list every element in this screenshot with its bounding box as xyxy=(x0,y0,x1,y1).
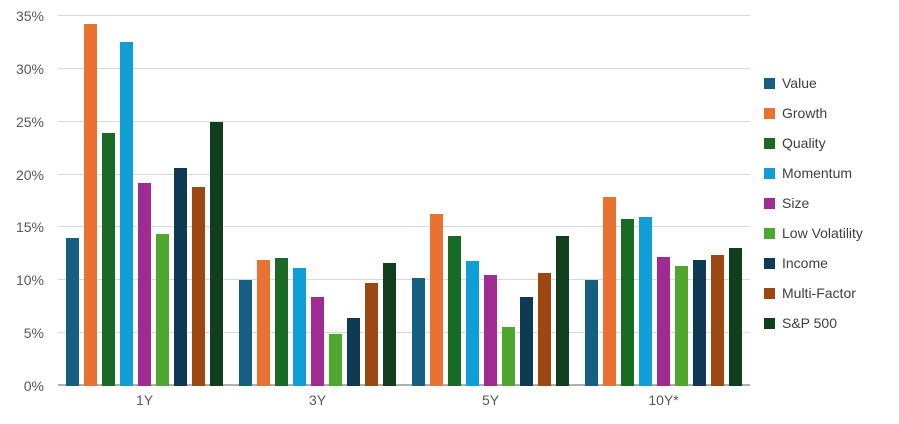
legend-swatch-value xyxy=(764,77,775,89)
bar-multi-factor-5y xyxy=(538,272,551,386)
bar-s-p-500-10y xyxy=(729,247,742,386)
y-tick-label-20: 20% xyxy=(15,166,44,183)
legend: Value Growth Quality Momentum Size Low Volati… xyxy=(764,75,863,345)
bar-momentum-5y xyxy=(466,261,479,386)
legend-swatch-quality xyxy=(764,137,775,149)
bar-group-5y xyxy=(404,16,577,386)
bar-value-10y xyxy=(585,280,598,386)
bar-size-3y xyxy=(311,297,324,386)
bar-low-volatility-3y xyxy=(329,334,342,386)
gridline-25 xyxy=(58,120,750,122)
legend-label-value: Value xyxy=(782,75,817,91)
bar-income-5y xyxy=(520,297,533,386)
x-tick-label-3y: 3Y xyxy=(308,392,327,408)
bar-income-3y xyxy=(347,318,360,386)
bar-s-p-500-5y xyxy=(556,235,569,386)
y-tick-label-5: 5% xyxy=(23,325,44,342)
gridline-35 xyxy=(58,15,750,16)
bar-growth-10y xyxy=(603,196,616,386)
bar-low-volatility-5y xyxy=(502,326,515,386)
legend-swatch-growth xyxy=(764,107,775,119)
gridline-20 xyxy=(58,173,750,175)
bar-value-5y xyxy=(412,278,425,386)
bar-size-5y xyxy=(484,275,497,386)
y-tick-label-25: 25% xyxy=(15,113,44,130)
bar-momentum-10y xyxy=(639,216,652,386)
gridline-10 xyxy=(58,279,750,281)
legend-item-s-p-500: S&P 500 xyxy=(764,315,863,331)
legend-label-quality: Quality xyxy=(782,135,826,151)
bar-income-10y xyxy=(693,260,706,386)
y-axis: 0% 5% 10% 15% 20% 25% 30% 35% xyxy=(0,8,48,394)
bar-quality-10y xyxy=(621,218,634,386)
bar-value-3y xyxy=(239,280,252,386)
bar-income-1y xyxy=(174,168,187,386)
y-tick-label-15: 15% xyxy=(15,219,44,236)
legend-item-value: Value xyxy=(764,75,863,91)
x-tick-label-5y: 5Y xyxy=(481,392,500,408)
legend-item-multi-factor: Multi-Factor xyxy=(764,285,863,301)
legend-swatch-multi-factor xyxy=(764,287,775,299)
bar-quality-5y xyxy=(448,235,461,386)
gridline-5 xyxy=(58,332,750,334)
y-tick-label-10: 10% xyxy=(15,272,44,289)
legend-swatch-low-volatility xyxy=(764,227,775,239)
bar-group-3y xyxy=(231,16,404,386)
legend-swatch-income xyxy=(764,257,775,269)
bar-value-1y xyxy=(66,238,79,386)
legend-label-multi-factor: Multi-Factor xyxy=(782,285,856,301)
legend-label-size: Size xyxy=(782,195,810,211)
x-axis-line xyxy=(58,384,750,386)
legend-label-s-p-500: S&P 500 xyxy=(782,315,838,331)
bar-multi-factor-3y xyxy=(365,283,378,386)
bar-growth-1y xyxy=(84,24,97,386)
legend-item-momentum: Momentum xyxy=(764,165,863,181)
legend-label-momentum: Momentum xyxy=(782,165,853,181)
legend-swatch-momentum xyxy=(764,167,775,179)
bar-growth-5y xyxy=(430,213,443,386)
x-tick-label-1y: 1Y xyxy=(135,392,154,408)
bar-size-1y xyxy=(138,183,151,386)
y-tick-label-0: 0% xyxy=(23,378,44,394)
bar-multi-factor-1y xyxy=(192,187,205,386)
bar-group-1y xyxy=(58,16,231,386)
bar-quality-3y xyxy=(275,258,288,386)
bar-quality-1y xyxy=(102,133,115,386)
gridline-15 xyxy=(58,226,750,228)
legend-item-quality: Quality xyxy=(764,135,863,151)
legend-swatch-size xyxy=(764,197,775,209)
y-tick-label-35: 35% xyxy=(15,8,44,24)
legend-label-growth: Growth xyxy=(782,105,828,121)
legend-swatch-s-p-500 xyxy=(764,317,775,329)
bar-low-volatility-1y xyxy=(156,233,169,386)
bar-group-10y xyxy=(577,16,750,386)
bar-s-p-500-1y xyxy=(210,121,223,386)
x-axis: 1Y 3Y 5Y 10Y* xyxy=(58,392,750,414)
bar-low-volatility-10y xyxy=(675,265,688,386)
bar-s-p-500-3y xyxy=(383,263,396,386)
legend-label-income: Income xyxy=(782,255,828,271)
x-tick-label-10y: 10Y* xyxy=(648,392,679,408)
legend-item-size: Size xyxy=(764,195,863,211)
bar-momentum-1y xyxy=(120,42,133,386)
bar-momentum-3y xyxy=(293,267,306,386)
legend-item-low-volatility: Low Volatility xyxy=(764,225,863,241)
y-tick-label-30: 30% xyxy=(15,60,44,77)
legend-label-low-volatility: Low Volatility xyxy=(782,225,863,241)
gridline-30 xyxy=(58,67,750,69)
bar-groups xyxy=(58,16,750,386)
legend-item-income: Income xyxy=(764,255,863,271)
bar-growth-3y xyxy=(257,260,270,386)
bar-size-10y xyxy=(657,257,670,386)
legend-item-growth: Growth xyxy=(764,105,863,121)
bar-multi-factor-10y xyxy=(711,254,724,386)
plot-area xyxy=(58,15,750,386)
